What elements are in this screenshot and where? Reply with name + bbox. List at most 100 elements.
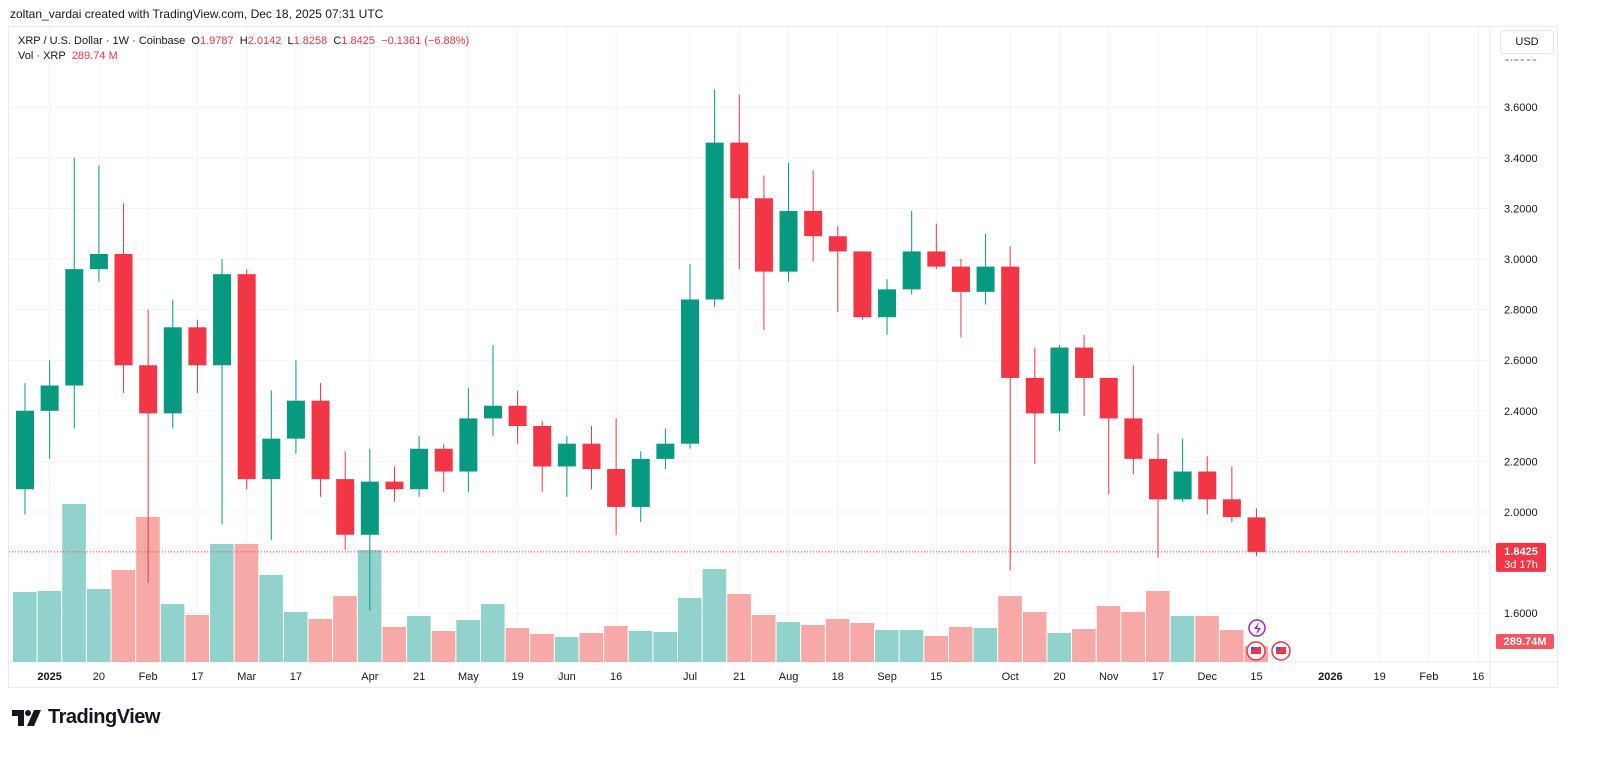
- volume-bar: [505, 628, 530, 662]
- volume-bar: [924, 635, 948, 662]
- volume-bar: [579, 632, 604, 662]
- y-tick-label: 3.0000: [1504, 254, 1538, 266]
- volume-bar: [456, 620, 480, 662]
- volume-bar: [1022, 612, 1047, 662]
- candle-body: [1247, 517, 1266, 552]
- candle-body: [336, 479, 355, 535]
- candle-body: [311, 400, 330, 480]
- currency-button[interactable]: USD: [1500, 30, 1554, 54]
- candle-body: [951, 266, 970, 292]
- volume-bar: [801, 624, 825, 662]
- volume-bar: [653, 632, 677, 662]
- volume-bar: [998, 595, 1022, 662]
- volume-bar: [1121, 612, 1145, 662]
- volume-bar: [62, 503, 86, 662]
- candle-body: [459, 418, 478, 472]
- candle-body: [508, 405, 527, 426]
- volume-bar: [973, 628, 998, 662]
- candle-body: [262, 438, 281, 480]
- volume-bar: [702, 569, 727, 662]
- candle-body: [705, 142, 724, 300]
- tradingview-logo[interactable]: TradingView: [12, 706, 160, 729]
- volume-bar: [431, 631, 456, 662]
- volume-bar: [530, 633, 554, 662]
- x-tick-label: Jun: [558, 671, 576, 683]
- candle-body: [878, 289, 897, 318]
- x-tick-label: 17: [191, 671, 203, 683]
- candle-body: [828, 236, 847, 252]
- candle-body: [976, 266, 995, 292]
- volume-bar: [628, 631, 653, 662]
- candle-body: [533, 425, 552, 467]
- open-value: 1.9787: [199, 35, 234, 47]
- volume-bar: [1145, 591, 1170, 662]
- volume-bar: [1096, 605, 1121, 662]
- candle-body: [1148, 458, 1167, 500]
- candle-body: [656, 443, 675, 459]
- y-tick-label: 2.4000: [1504, 406, 1538, 418]
- y-tick-label: 2.6000: [1504, 355, 1538, 367]
- high-label: H: [239, 35, 248, 47]
- candle-body: [483, 405, 502, 419]
- logo-text: TradingView: [48, 706, 160, 728]
- candle-body: [1025, 377, 1044, 414]
- x-tick-label: Jul: [683, 671, 697, 683]
- x-tick-label: Dec: [1197, 671, 1217, 683]
- volume-bar: [111, 570, 136, 662]
- x-tick-label: Oct: [1002, 671, 1019, 683]
- candle-body: [631, 458, 650, 507]
- candle-body: [163, 327, 182, 414]
- volume-bar: [185, 614, 210, 662]
- volume-bar: [259, 574, 283, 662]
- volume-bar: [480, 603, 505, 662]
- y-tick-label: 1.6000: [1504, 608, 1538, 620]
- candle-body: [1124, 418, 1143, 459]
- x-tick-label: Sep: [877, 671, 897, 683]
- volume-bar: [1219, 630, 1244, 662]
- y-tick-label: 3.2000: [1504, 203, 1538, 215]
- x-tick-label: 19: [511, 671, 523, 683]
- candle-body: [1099, 377, 1118, 419]
- flag-stripes: [1276, 647, 1286, 654]
- x-tick-label: Nov: [1099, 671, 1119, 683]
- candle-body: [1001, 266, 1020, 378]
- volume-label[interactable]: Vol · XRP: [18, 50, 66, 62]
- bar-countdown: 3d 17h: [1504, 559, 1538, 571]
- x-tick-label: Mar: [237, 671, 256, 683]
- lightning-glyph: [1254, 622, 1261, 635]
- x-tick-label: 15: [1250, 671, 1262, 683]
- x-tick-label: 2025: [37, 671, 61, 683]
- candle-body: [385, 481, 404, 490]
- volume-badge-value: 289.74M: [1504, 636, 1547, 648]
- y-tick-label: 2.0000: [1504, 507, 1538, 519]
- candle-body: [1050, 347, 1069, 414]
- x-tick-label: 21: [413, 671, 425, 683]
- candle-body: [779, 210, 798, 272]
- candle-body: [754, 198, 773, 272]
- x-tick-label: 20: [93, 671, 105, 683]
- volume-bar: [86, 589, 111, 662]
- symbol-title[interactable]: XRP / U.S. Dollar · 1W · Coinbase: [18, 35, 186, 47]
- volume-bar: [678, 598, 702, 662]
- candle-body: [853, 251, 872, 318]
- y-tick-label: 3.6000: [1504, 102, 1538, 114]
- candle-body: [730, 142, 749, 199]
- candle-body: [582, 443, 601, 469]
- x-tick-label: May: [458, 671, 479, 683]
- symbol-legend: XRP / U.S. Dollar · 1W · Coinbase O1.978…: [18, 34, 469, 64]
- volume-bar: [727, 593, 751, 662]
- candle-body: [927, 251, 946, 267]
- candle-body: [434, 448, 453, 472]
- candle-body: [902, 251, 921, 290]
- last-price-badge: [1496, 542, 1546, 572]
- tradingview-logo-icon: [12, 709, 41, 726]
- volume-bar: [875, 630, 899, 662]
- close-label: C: [333, 35, 342, 47]
- volume-bar: [308, 619, 333, 662]
- volume-bar: [1170, 615, 1195, 662]
- volume-bar: [283, 612, 308, 662]
- volume-bar: [899, 630, 924, 662]
- low-value: 1.8258: [293, 35, 328, 47]
- candle-body: [65, 269, 84, 386]
